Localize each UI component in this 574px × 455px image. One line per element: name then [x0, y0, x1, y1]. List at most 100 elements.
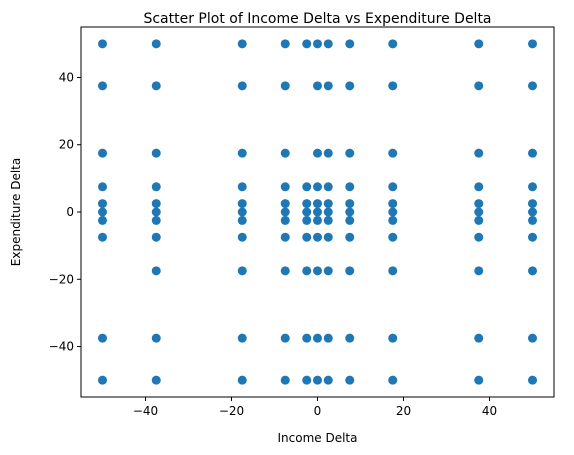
data-point	[528, 232, 537, 242]
data-point	[98, 39, 107, 49]
data-point	[98, 375, 107, 385]
data-point	[388, 148, 398, 158]
data-point	[528, 333, 537, 343]
data-point	[313, 207, 322, 217]
data-point	[388, 182, 398, 192]
data-point	[345, 199, 355, 209]
data-point	[345, 182, 355, 192]
data-point	[98, 182, 107, 192]
data-point	[280, 207, 290, 217]
data-point	[302, 333, 312, 343]
data-point	[323, 207, 333, 217]
data-point	[237, 199, 247, 209]
y-tick-label: 40	[59, 70, 74, 84]
data-point	[98, 81, 107, 91]
y-tick-label: −40	[49, 340, 74, 354]
data-point	[474, 375, 484, 385]
data-point	[237, 266, 247, 276]
data-point	[151, 199, 161, 209]
data-point	[528, 215, 537, 225]
chart-title: Scatter Plot of Income Delta vs Expendit…	[143, 11, 491, 27]
data-point	[151, 232, 161, 242]
data-point	[474, 39, 484, 49]
data-point	[345, 39, 355, 49]
data-point	[388, 232, 398, 242]
data-point	[345, 266, 355, 276]
data-point	[280, 266, 290, 276]
data-point	[323, 182, 333, 192]
data-point	[388, 215, 398, 225]
data-point	[388, 207, 398, 217]
data-point	[388, 375, 398, 385]
data-point	[323, 215, 333, 225]
data-point	[280, 215, 290, 225]
data-point	[345, 207, 355, 217]
y-tick-label: −20	[49, 272, 74, 286]
data-point	[474, 182, 484, 192]
data-point	[323, 266, 333, 276]
data-point	[280, 39, 290, 49]
data-point	[151, 266, 161, 276]
data-point	[528, 81, 537, 91]
data-point	[302, 375, 312, 385]
data-point	[388, 199, 398, 209]
data-point	[474, 81, 484, 91]
data-point	[323, 333, 333, 343]
data-point	[313, 39, 322, 49]
data-point	[313, 375, 322, 385]
data-point	[98, 232, 107, 242]
data-point	[280, 148, 290, 158]
data-point	[151, 39, 161, 49]
data-point	[237, 375, 247, 385]
data-point	[280, 232, 290, 242]
data-point	[98, 199, 107, 209]
data-point	[302, 39, 312, 49]
data-point	[302, 215, 312, 225]
data-point	[237, 39, 247, 49]
data-point	[323, 148, 333, 158]
data-point	[237, 215, 247, 225]
data-point	[280, 81, 290, 91]
data-point	[528, 266, 537, 276]
data-point	[313, 266, 322, 276]
data-point	[237, 333, 247, 343]
data-point	[98, 207, 107, 217]
data-point	[345, 148, 355, 158]
data-point	[528, 199, 537, 209]
data-point	[237, 182, 247, 192]
data-point	[280, 375, 290, 385]
data-point	[151, 182, 161, 192]
data-point	[237, 232, 247, 242]
y-axis-label: Expenditure Delta	[9, 158, 23, 266]
data-point	[280, 333, 290, 343]
data-point	[323, 81, 333, 91]
data-point	[98, 148, 107, 158]
y-tick-label: 20	[59, 138, 74, 152]
data-point	[313, 148, 322, 158]
x-ticks: −40 −20 0 20 40	[133, 397, 497, 418]
x-axis-label: Income Delta	[278, 431, 358, 445]
data-point	[313, 199, 322, 209]
x-tick-label: −40	[133, 404, 158, 418]
data-point	[528, 375, 537, 385]
data-point	[474, 333, 484, 343]
data-point	[313, 333, 322, 343]
data-point	[345, 215, 355, 225]
data-point	[474, 215, 484, 225]
data-point	[313, 81, 322, 91]
data-point	[345, 81, 355, 91]
data-point	[323, 199, 333, 209]
data-point	[237, 148, 247, 158]
data-point	[474, 232, 484, 242]
data-point	[302, 232, 312, 242]
data-point	[474, 199, 484, 209]
data-point	[151, 81, 161, 91]
data-point	[528, 207, 537, 217]
data-point	[280, 199, 290, 209]
data-point	[313, 182, 322, 192]
data-point	[474, 266, 484, 276]
y-ticks: −40 −20 0 20 40	[49, 70, 81, 354]
data-point	[323, 375, 333, 385]
data-point	[323, 39, 333, 49]
